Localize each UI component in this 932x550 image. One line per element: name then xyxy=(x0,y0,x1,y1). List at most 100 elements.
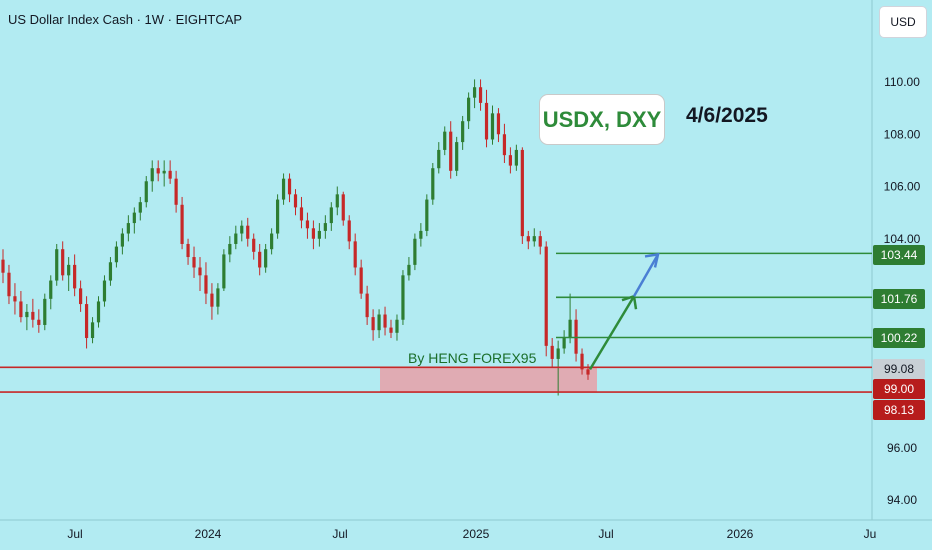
candle-body xyxy=(532,236,536,242)
candle-body xyxy=(7,272,11,297)
candle-body xyxy=(299,207,304,221)
x-tick-label: 2026 xyxy=(727,527,754,541)
candle-body xyxy=(389,327,393,333)
currency-button[interactable]: USD xyxy=(879,6,927,38)
candle-body xyxy=(144,181,148,203)
candle-body xyxy=(353,241,357,268)
candle-body xyxy=(425,199,429,231)
x-tick-label: Ju xyxy=(864,527,877,541)
chart-header-title: US Dollar Index Cash · 1W · EIGHTCAP xyxy=(8,12,243,27)
candle-body xyxy=(287,178,292,195)
candle-body xyxy=(461,121,465,143)
candle-body xyxy=(275,199,280,234)
candle-body xyxy=(496,113,501,135)
candle-body xyxy=(96,301,101,323)
x-tick-label: Jul xyxy=(67,527,82,541)
price-badge-label: 103.44 xyxy=(881,248,918,262)
candle-body xyxy=(431,168,435,200)
candle-body xyxy=(25,311,29,318)
candle-body xyxy=(114,246,119,263)
price-badge xyxy=(873,245,925,265)
candle-body xyxy=(108,262,113,281)
candle-body xyxy=(240,225,244,234)
candle-body xyxy=(347,220,351,242)
candle-body xyxy=(568,319,572,339)
support-zone xyxy=(380,367,597,393)
candle-body xyxy=(472,87,477,98)
candle-body xyxy=(490,113,495,140)
price-badge-label: 99.00 xyxy=(884,382,914,396)
candle-body xyxy=(252,238,256,252)
candle-body xyxy=(305,220,310,229)
time-axis xyxy=(0,520,872,550)
candle-body xyxy=(550,345,554,359)
candle-body xyxy=(120,233,124,247)
candle-body xyxy=(329,207,333,224)
candle-body xyxy=(365,293,369,318)
date-label: 4/6/2025 xyxy=(686,104,768,127)
candle-body xyxy=(192,257,196,268)
candle-body xyxy=(55,249,59,281)
candle-body xyxy=(562,338,566,349)
price-axis xyxy=(872,0,932,550)
author-label: By HENG FOREX95 xyxy=(408,350,537,366)
candle-body xyxy=(341,194,345,221)
price-badge-label: 100.22 xyxy=(881,331,918,345)
candle-body xyxy=(67,264,71,276)
candle-body xyxy=(514,149,518,166)
x-tick-label: 2025 xyxy=(463,527,490,541)
x-tick-label: 2024 xyxy=(195,527,222,541)
candle-body xyxy=(467,97,471,122)
candle-body xyxy=(84,304,89,339)
candle-body xyxy=(317,230,321,239)
candle-body xyxy=(126,223,130,234)
y-tick-label: 110.00 xyxy=(884,75,920,89)
candle-body xyxy=(1,259,5,273)
candle-body xyxy=(580,353,584,370)
y-tick-label: 104.00 xyxy=(884,232,921,246)
candle-body xyxy=(61,249,65,276)
candle-body xyxy=(359,267,363,294)
candle-body xyxy=(413,238,417,265)
candle-body xyxy=(437,149,441,169)
candle-body xyxy=(210,293,214,307)
candle-body xyxy=(150,168,154,182)
candle-body xyxy=(526,236,530,242)
candle-body xyxy=(508,155,512,166)
candle-body xyxy=(586,369,590,375)
candle-body xyxy=(180,204,184,244)
price-badge xyxy=(873,359,925,379)
price-badge-label: 99.08 xyxy=(884,362,914,376)
candle-body xyxy=(258,251,262,268)
target-arrow-blue-head xyxy=(644,252,660,268)
y-tick-label: 96.00 xyxy=(887,441,917,455)
title-box: USDX, DXY xyxy=(539,94,665,145)
candle-body xyxy=(293,194,298,208)
target-arrow-blue xyxy=(632,253,660,297)
price-badge xyxy=(873,328,925,348)
candle-body xyxy=(377,314,381,331)
x-tick-label: Jul xyxy=(598,527,613,541)
candle-body xyxy=(443,131,447,150)
candle-body xyxy=(102,280,107,302)
candle-body xyxy=(186,243,190,258)
candle-body xyxy=(156,168,160,174)
candle-body xyxy=(49,280,53,299)
price-badge xyxy=(873,400,925,420)
candle-body xyxy=(73,264,77,289)
candle-body xyxy=(478,87,483,103)
candle-body xyxy=(383,314,387,328)
price-badge-label: 98.13 xyxy=(884,403,914,417)
candle-body xyxy=(198,267,202,276)
candle-body xyxy=(174,178,178,205)
candle-body xyxy=(281,178,286,200)
candle-body xyxy=(222,254,226,289)
candle-body xyxy=(520,149,524,237)
candle-body xyxy=(538,236,542,247)
candle-body xyxy=(90,322,95,339)
candle-body xyxy=(204,275,208,294)
candle-body xyxy=(270,233,274,250)
candle-body xyxy=(162,170,166,174)
candle-body xyxy=(335,194,339,208)
